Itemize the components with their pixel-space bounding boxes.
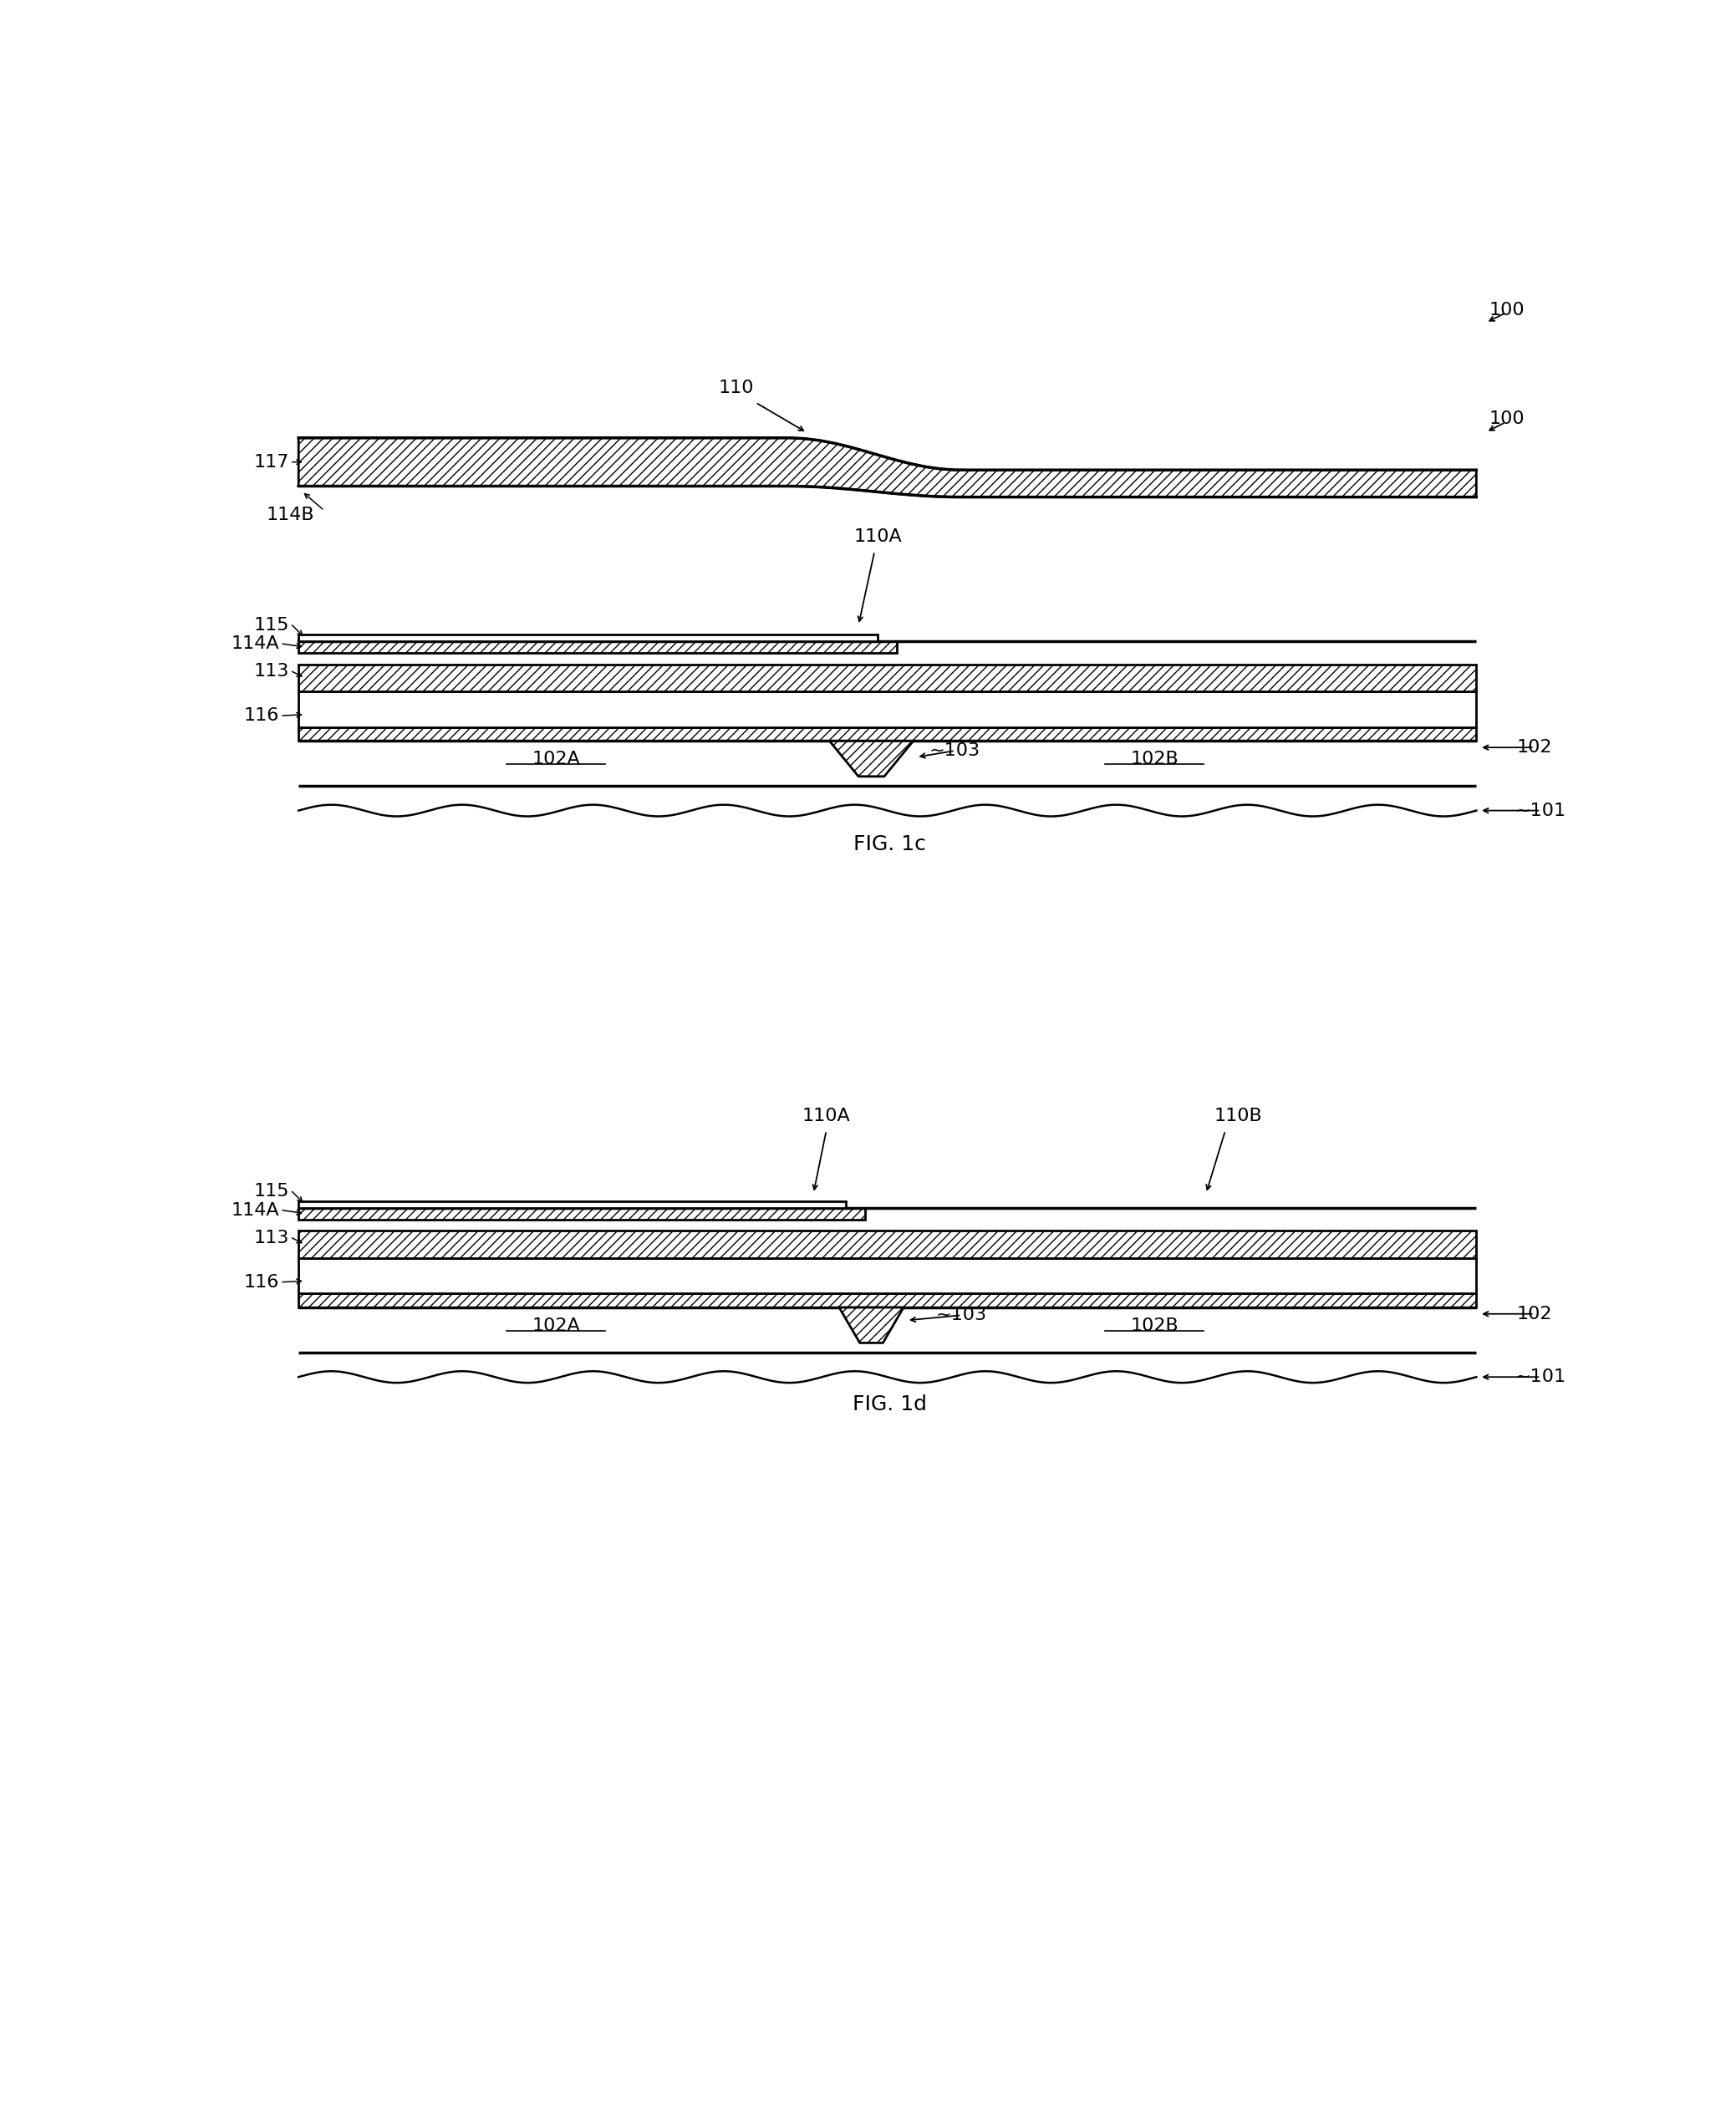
Text: 102A: 102A (531, 1317, 580, 1333)
Text: 116: 116 (243, 708, 279, 723)
Bar (299, 640, 898, 653)
Text: ~103: ~103 (929, 742, 981, 759)
Bar (299, 634, 878, 640)
Text: 102A: 102A (531, 750, 580, 767)
Text: ~103: ~103 (936, 1306, 988, 1323)
Bar (299, 727, 1476, 742)
Text: 116: 116 (243, 1274, 279, 1291)
Bar (299, 1232, 1476, 1257)
Text: 102: 102 (1517, 740, 1552, 757)
Polygon shape (838, 1308, 903, 1342)
Text: FIG. 1c: FIG. 1c (854, 833, 925, 854)
Text: FIG. 1d: FIG. 1d (852, 1395, 927, 1414)
Text: 110: 110 (719, 379, 753, 396)
Text: 110A: 110A (802, 1107, 851, 1124)
Text: 102: 102 (1517, 1306, 1552, 1323)
Text: 115: 115 (253, 617, 288, 634)
Text: 114A: 114A (231, 636, 279, 653)
Bar (299, 1202, 845, 1208)
Text: ~101: ~101 (1516, 801, 1566, 818)
Text: 100: 100 (1489, 301, 1524, 318)
Bar (299, 1208, 865, 1219)
Text: 114B: 114B (266, 507, 314, 524)
Text: ~101: ~101 (1516, 1370, 1566, 1384)
Text: 115: 115 (253, 1183, 288, 1200)
Bar (299, 1257, 1476, 1293)
Polygon shape (830, 742, 913, 776)
Text: 100: 100 (1489, 411, 1524, 428)
Text: 102B: 102B (1130, 750, 1179, 767)
Text: 114A: 114A (231, 1202, 279, 1219)
Polygon shape (299, 439, 1476, 496)
Text: 117: 117 (253, 454, 288, 471)
Polygon shape (299, 439, 1476, 496)
Text: 102B: 102B (1130, 1317, 1179, 1333)
Text: 113: 113 (253, 664, 288, 681)
Bar (299, 1293, 1476, 1308)
Text: 110B: 110B (1213, 1107, 1262, 1124)
Bar (299, 664, 1476, 691)
Text: 113: 113 (253, 1230, 288, 1247)
Text: 110A: 110A (854, 528, 903, 545)
Bar (299, 691, 1476, 727)
